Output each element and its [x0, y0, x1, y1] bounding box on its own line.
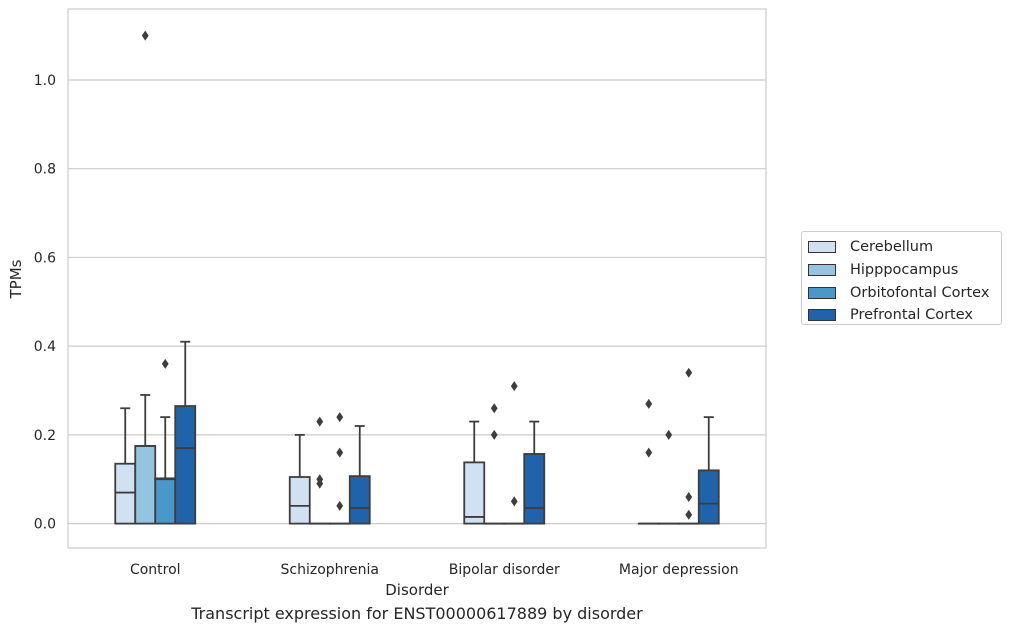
outlier-point [490, 403, 498, 414]
box-hipppocampus [657, 429, 680, 525]
box [697, 469, 720, 525]
legend-label: Hipppocampus [850, 262, 959, 279]
y-tick-label: 0.6 [34, 250, 56, 266]
box-orbitofontal-cortex [503, 381, 526, 525]
outlier-point [336, 500, 344, 511]
box-cerebellum [288, 433, 311, 525]
outlier-point [665, 429, 673, 440]
legend-swatch [808, 241, 836, 254]
outlier-point [685, 367, 693, 378]
box-orbitofontal-cortex [328, 412, 351, 525]
box-prefrontal-cortex [697, 416, 720, 525]
legend-label: Prefrontal Cortex [850, 307, 973, 324]
legend-swatch [808, 309, 836, 322]
y-tick-label: 0.2 [34, 428, 56, 444]
y-tick-label: 1.0 [34, 73, 56, 89]
y-axis-title: TPMs [7, 259, 25, 299]
legend: Cerebellum Hipppocampus Orbitofontal Corte… [801, 231, 1002, 325]
outlier-point [645, 447, 653, 458]
box-plot-series [114, 30, 720, 525]
box [114, 462, 137, 525]
box-prefrontal-cortex [174, 340, 197, 525]
box [523, 453, 546, 525]
outlier-point [510, 381, 518, 392]
box [348, 475, 371, 525]
box-cerebellum [114, 407, 137, 525]
outlier-point [645, 398, 653, 409]
legend-item: Hipppocampus [808, 259, 995, 282]
outlier-point [336, 447, 344, 458]
outlier-point [490, 429, 498, 440]
y-tick-label: 0.8 [34, 162, 56, 178]
box-prefrontal-cortex [523, 420, 546, 525]
x-tick-label: Major depression [619, 562, 739, 578]
box-orbitofontal-cortex [154, 358, 177, 525]
legend-swatch [808, 264, 836, 277]
y-tick-label: 0.0 [34, 517, 56, 533]
legend-swatch [808, 286, 836, 299]
box-hipppocampus [308, 416, 331, 525]
box [174, 405, 197, 525]
legend-item: Prefrontal Cortex [808, 304, 995, 327]
y-tick-labels: 0.0 0.2 0.4 0.6 0.8 1.0 [34, 73, 56, 533]
outlier-point [316, 474, 324, 485]
box-prefrontal-cortex [348, 425, 371, 525]
legend-label: Cerebellum [850, 239, 934, 256]
x-tick-labels: Control Schizophrenia Bipolar disorder Majo… [130, 562, 739, 578]
outlier-point [141, 30, 149, 41]
x-tick-label: Schizophrenia [281, 562, 379, 578]
outlier-point [510, 496, 518, 507]
x-tick-label: Control [130, 562, 181, 578]
outlier-point [316, 416, 324, 427]
box [288, 476, 311, 525]
box [154, 477, 177, 525]
box-cerebellum [637, 398, 660, 525]
plot-frame [67, 8, 767, 549]
x-axis-title: Disorder [385, 581, 449, 599]
box-cerebellum [463, 420, 486, 525]
outlier-point [685, 509, 693, 520]
outlier-point [336, 412, 344, 423]
box-hipppocampus [483, 403, 506, 525]
box-orbitofontal-cortex [677, 367, 700, 525]
outlier-point [161, 358, 169, 369]
legend-label: Orbitofontal Cortex [850, 284, 990, 301]
legend-item: Orbitofontal Cortex [808, 281, 995, 304]
box [134, 445, 157, 525]
box [463, 461, 486, 525]
y-tick-label: 0.4 [34, 339, 56, 355]
outlier-point [685, 491, 693, 502]
chart-caption: Transcript expression for ENST0000061788… [191, 604, 643, 623]
x-tick-label: Bipolar disorder [449, 562, 560, 578]
y-gridlines [68, 79, 766, 525]
legend-item: Cerebellum [808, 236, 995, 259]
box-hipppocampus [134, 30, 157, 525]
